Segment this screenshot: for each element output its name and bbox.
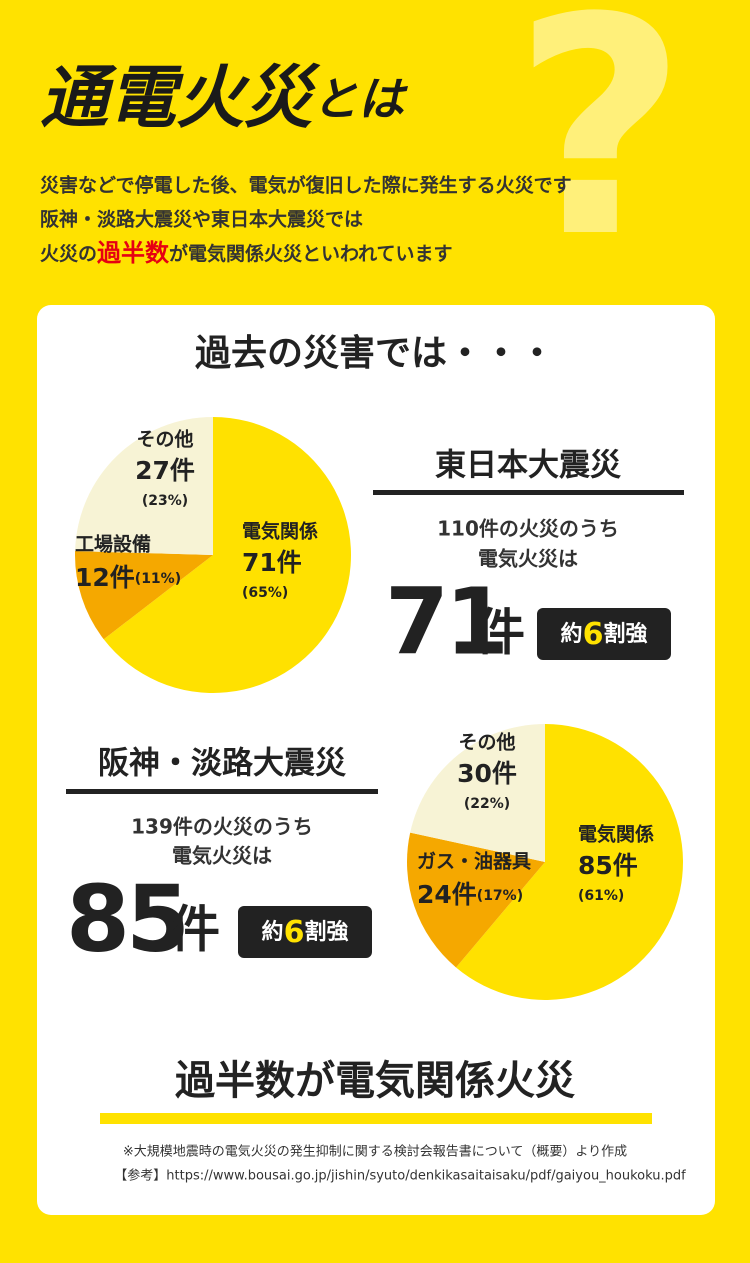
conclusion-underline xyxy=(100,1113,652,1124)
slice-label: ガス・油器具 xyxy=(417,851,531,873)
badge xyxy=(238,906,372,958)
badge-text: 約6割強 xyxy=(561,617,648,652)
case-line: 139件の火災のうち xyxy=(131,815,313,839)
slice-value: 30件 xyxy=(457,759,517,788)
slice-value-text: 12件 xyxy=(75,563,135,592)
slice-value: 85件 xyxy=(578,851,638,880)
slice-percent: (17%) xyxy=(477,888,523,904)
title-suffix: とは xyxy=(312,72,409,126)
intro-text: 火災の xyxy=(40,243,97,265)
pie-slice xyxy=(410,724,545,862)
intro-line: 災害などで停電した後、電気が復旧した際に発生する火災です xyxy=(40,174,572,197)
case-underline xyxy=(373,490,684,495)
note: ※大規模地震時の電気火災の発生抑制に関する検討会報告書について（概要）より作成 xyxy=(123,1144,627,1160)
slice-value: 71件 xyxy=(242,548,302,577)
title: 通電火災とは xyxy=(40,59,409,138)
intro-emphasis: 過半数 xyxy=(97,239,170,267)
case-line: 110件の火災のうち xyxy=(437,517,619,541)
case-count: 85 xyxy=(66,865,186,972)
slice-percent: (23%) xyxy=(142,493,188,509)
case-unit: 件 xyxy=(475,604,525,662)
slice-percent: (65%) xyxy=(242,585,288,601)
intro-line: 火災の過半数が電気関係火災といわれています xyxy=(40,239,453,267)
conclusion: 過半数が電気関係火災 xyxy=(175,1058,575,1104)
case-title: 東日本大震災 xyxy=(435,448,622,484)
slice-label: その他 xyxy=(136,428,193,451)
title-main: 通電火災 xyxy=(40,59,321,138)
slice-value: 27件 xyxy=(135,456,195,485)
slice-percent: (22%) xyxy=(464,796,510,812)
slice-label: 工場設備 xyxy=(75,533,151,556)
pie-slice xyxy=(75,551,213,640)
card-heading: 過去の災害では・・・ xyxy=(195,333,555,374)
pie-slice xyxy=(407,832,545,968)
slice-label: 電気関係 xyxy=(578,823,654,846)
case-title: 阪神・淡路大震災 xyxy=(98,746,347,782)
badge-pre: 約 xyxy=(262,919,284,945)
pie-slice xyxy=(103,417,351,693)
slice-label: その他 xyxy=(458,731,515,754)
slice-label: 電気関係 xyxy=(242,520,318,543)
badge-pre: 約 xyxy=(561,621,583,647)
slice-value: 12件(11%) xyxy=(75,563,181,592)
slice-percent: (61%) xyxy=(578,888,624,904)
badge-num: 6 xyxy=(284,915,305,950)
badge-post: 割強 xyxy=(304,919,348,945)
slice-percent: (11%) xyxy=(135,571,181,587)
case-count: 71 xyxy=(385,568,505,675)
case-line: 電気火災は xyxy=(172,844,272,868)
intro-text: が電気関係火災といわれています xyxy=(169,242,452,265)
badge-post: 割強 xyxy=(603,621,647,647)
note: 【参考】https://www.bousai.go.jp/jishin/syut… xyxy=(114,1168,686,1184)
case-underline xyxy=(66,789,378,794)
intro-line: 阪神・淡路大震災や東日本大震災では xyxy=(40,208,363,231)
question-deco: ? xyxy=(513,0,687,303)
badge-text: 約6割強 xyxy=(262,915,349,950)
pie-slice xyxy=(75,417,213,555)
case-line: 電気火災は xyxy=(478,547,578,571)
slice-value-text: 24件 xyxy=(417,880,477,909)
badge-num: 6 xyxy=(583,617,604,652)
slice-value: 24件(17%) xyxy=(417,880,523,909)
case-unit: 件 xyxy=(170,901,220,959)
pie-slice xyxy=(456,724,683,1000)
badge xyxy=(537,608,671,660)
